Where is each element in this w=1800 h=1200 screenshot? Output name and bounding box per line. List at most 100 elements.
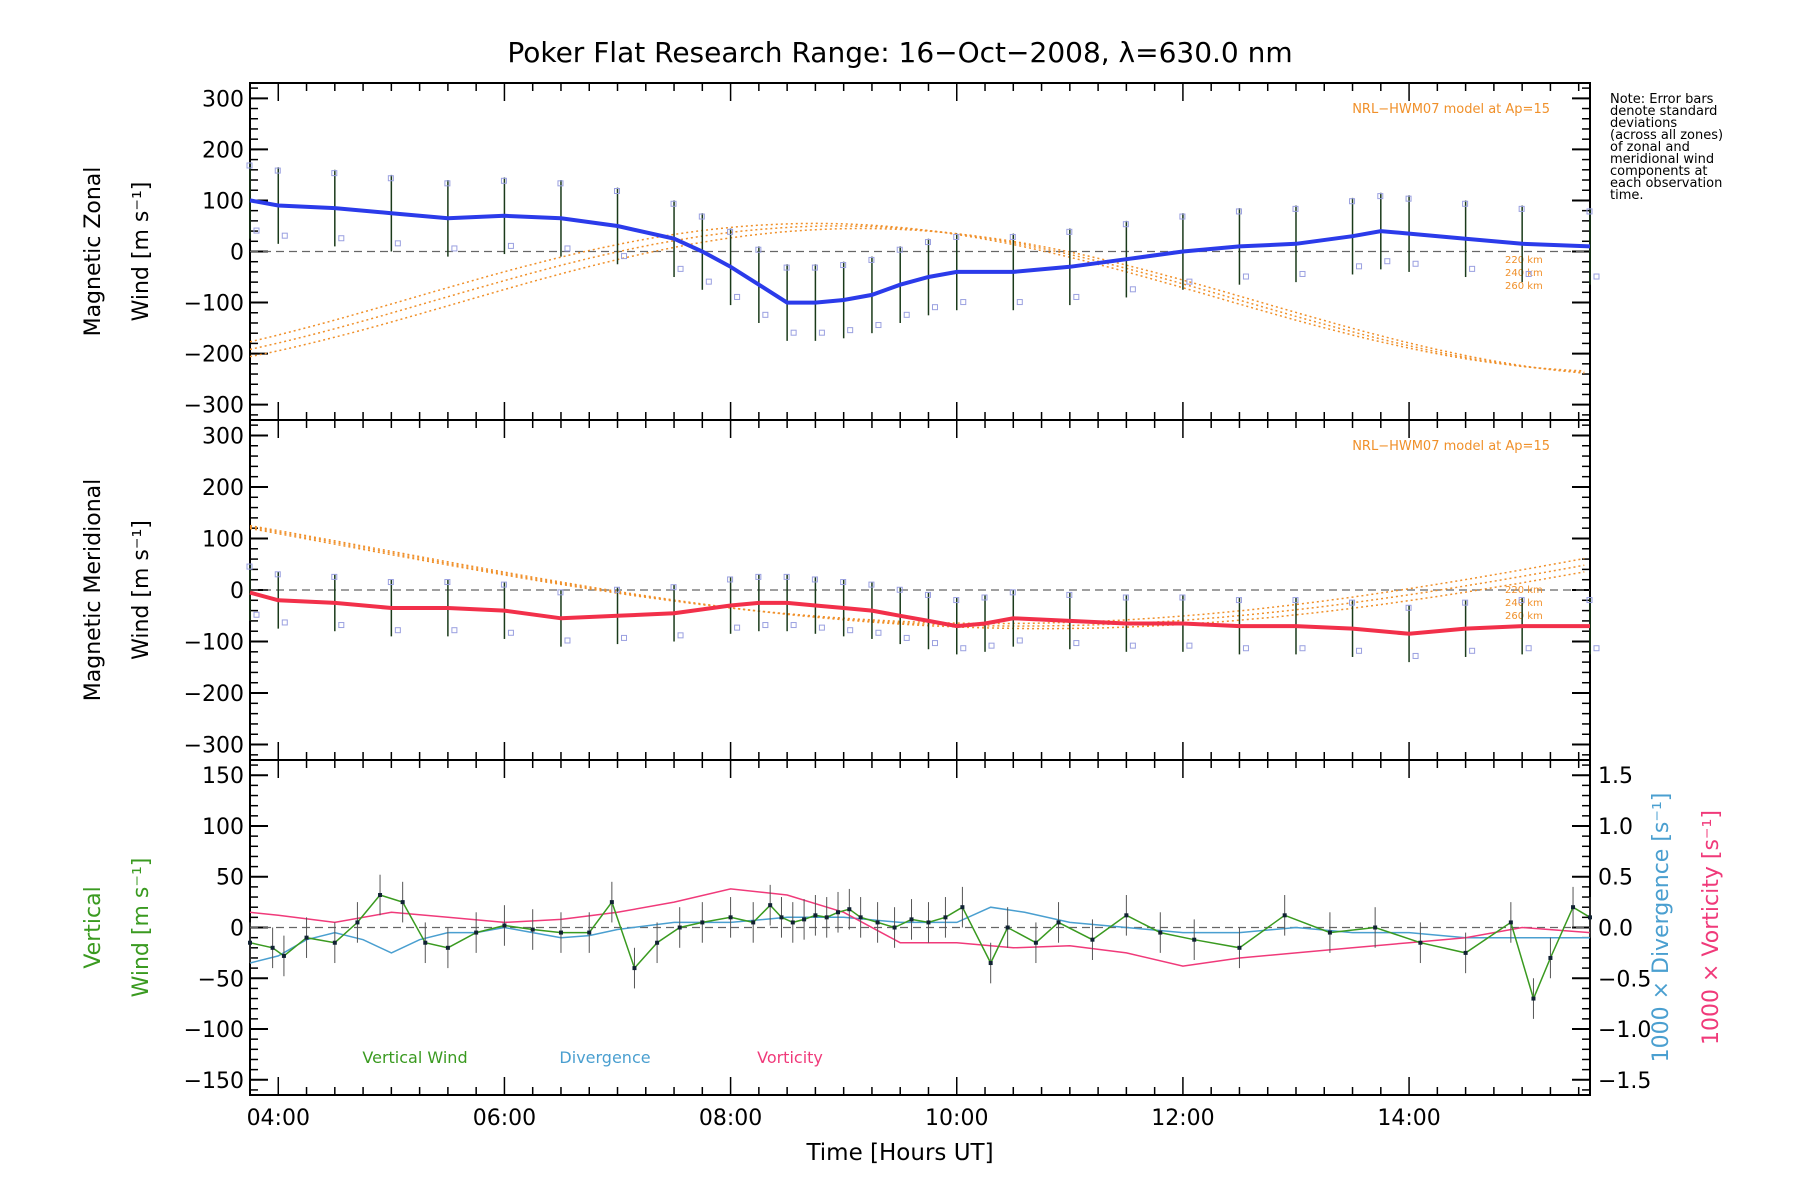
panel-zonal: 300 200 100 0 −100 −200 −300 Magnetic Zonal Wind… bbox=[81, 82, 1600, 421]
zone-sample bbox=[1066, 228, 1073, 235]
zone-sample bbox=[931, 640, 938, 647]
zone-sample bbox=[762, 311, 769, 318]
y2-tick-label: −1.0 bbox=[1598, 1018, 1651, 1043]
note-line: Note: Error bars bbox=[1610, 92, 1714, 107]
legend-vorticity: Vorticity bbox=[757, 1048, 823, 1067]
zone-sample bbox=[727, 228, 734, 235]
note-line: of zonal and bbox=[1610, 140, 1690, 155]
vorticity-line bbox=[249, 888, 1591, 967]
zone-sample bbox=[614, 586, 621, 593]
zone-sample bbox=[621, 634, 628, 641]
zone-sample bbox=[875, 629, 882, 636]
zone-sample bbox=[840, 579, 847, 586]
vertical-wind-point bbox=[400, 900, 405, 905]
x-tick-label: 04:00 bbox=[247, 1106, 310, 1131]
zone-sample bbox=[1299, 645, 1306, 652]
zone-sample bbox=[698, 213, 705, 220]
zone-sample bbox=[338, 235, 345, 242]
vertical-wind-point bbox=[270, 945, 275, 950]
zone-sample bbox=[1009, 233, 1016, 240]
zone-sample bbox=[1129, 286, 1136, 293]
zone-sample bbox=[783, 573, 790, 580]
y2-tick-label: 0.5 bbox=[1598, 866, 1633, 891]
y-tick-label: 200 bbox=[202, 138, 244, 163]
zone-sample bbox=[960, 645, 967, 652]
zone-sample bbox=[1073, 293, 1080, 300]
zone-sample bbox=[1518, 597, 1525, 604]
model-curve bbox=[249, 524, 1585, 630]
zonal-wind-line bbox=[249, 198, 1591, 305]
zone-sample bbox=[727, 576, 734, 583]
zone-sample bbox=[1179, 213, 1186, 220]
altitude-label: 220 km bbox=[1505, 255, 1543, 266]
note-line: each observation bbox=[1610, 176, 1722, 191]
y-tick-label: 0 bbox=[230, 917, 244, 942]
zone-sample bbox=[1122, 221, 1129, 228]
divergence-line bbox=[249, 906, 1590, 964]
vertical-wind-point bbox=[304, 935, 309, 940]
vertical-wind-point bbox=[281, 953, 286, 958]
divergence-axis-label: 1000 × Divergence [s⁻¹] bbox=[1649, 793, 1674, 1063]
y-axis-label-line2: Wind [m s⁻¹] bbox=[129, 858, 154, 998]
vertical-wind-point bbox=[587, 930, 592, 935]
model-curve bbox=[249, 225, 1585, 374]
zone-sample bbox=[903, 634, 910, 641]
note-line: denote standard bbox=[1610, 104, 1717, 119]
zone-sample bbox=[1073, 640, 1080, 647]
zone-sample bbox=[1356, 263, 1363, 270]
vertical-wind-point bbox=[609, 900, 614, 905]
zone-sample bbox=[387, 579, 394, 586]
vertical-wind-point bbox=[423, 940, 428, 945]
meridional-wind-line bbox=[249, 590, 1590, 636]
vertical-wind-point bbox=[1090, 937, 1095, 942]
model-curve bbox=[249, 227, 1585, 374]
vertical-wind-point bbox=[1571, 905, 1576, 910]
y-tick-label: −100 bbox=[184, 1018, 244, 1043]
zone-sample bbox=[451, 245, 458, 252]
y-tick-label: −200 bbox=[184, 343, 244, 368]
y-tick-label: 100 bbox=[202, 815, 244, 840]
zone-sample bbox=[1469, 647, 1476, 654]
vertical-wind-point bbox=[1158, 930, 1163, 935]
y-tick-label: 100 bbox=[202, 189, 244, 214]
x-tick-label: 06:00 bbox=[473, 1106, 536, 1131]
zone-sample bbox=[557, 180, 564, 187]
zone-sample bbox=[847, 627, 854, 634]
model-curve bbox=[249, 222, 1585, 372]
vertical-wind-point bbox=[824, 915, 829, 920]
y2-tick-label: −1.5 bbox=[1598, 1069, 1651, 1094]
zone-sample bbox=[1179, 594, 1186, 601]
vertical-wind-point bbox=[530, 927, 535, 932]
zone-sample bbox=[394, 240, 401, 247]
y-axis-label-line1: Magnetic Meridional bbox=[81, 479, 106, 701]
panel-vertical: 150 100 50 0 −50 −100 −150 Vertical Wind [m s⁻¹]… bbox=[81, 759, 1724, 1131]
zone-sample bbox=[1412, 652, 1419, 659]
y-tick-label: 50 bbox=[216, 866, 244, 891]
altitude-label: 240 km bbox=[1505, 598, 1543, 609]
zone-sample bbox=[1186, 278, 1193, 285]
zone-sample bbox=[1009, 589, 1016, 596]
vertical-wind-point bbox=[558, 930, 563, 935]
zone-sample bbox=[931, 304, 938, 311]
note-line: meridional wind bbox=[1610, 152, 1714, 167]
y-tick-label: 100 bbox=[202, 527, 244, 552]
vertical-wind-point bbox=[1124, 913, 1129, 918]
vertical-wind-point bbox=[332, 940, 337, 945]
x-tick-label: 14:00 bbox=[1377, 1106, 1440, 1131]
vertical-wind-point bbox=[909, 917, 914, 922]
zone-sample bbox=[1405, 195, 1412, 202]
y2-tick-label: 1.5 bbox=[1598, 764, 1633, 789]
zone-sample bbox=[1356, 647, 1363, 654]
zone-sample bbox=[507, 242, 514, 249]
zone-sample bbox=[1469, 265, 1476, 272]
zone-sample bbox=[896, 586, 903, 593]
vertical-wind-point bbox=[1033, 940, 1038, 945]
zone-sample bbox=[924, 591, 931, 598]
legend-divergence: Divergence bbox=[559, 1048, 650, 1067]
zone-sample bbox=[1235, 597, 1242, 604]
zone-sample bbox=[1349, 198, 1356, 205]
zone-sample bbox=[1122, 594, 1129, 601]
y-tick-label: −150 bbox=[184, 1069, 244, 1094]
